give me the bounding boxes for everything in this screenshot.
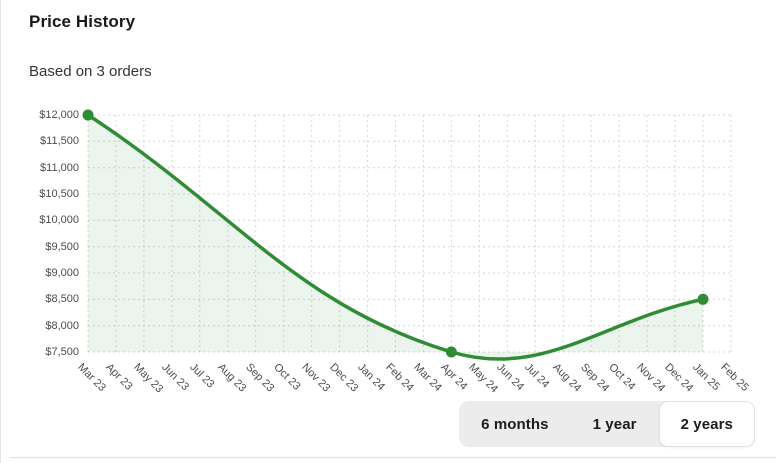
orders-subtitle: Based on 3 orders bbox=[29, 63, 152, 80]
card-bottom-divider bbox=[10, 457, 776, 458]
y-axis-label: $9,500 bbox=[45, 240, 79, 253]
data-point-marker[interactable] bbox=[697, 293, 709, 305]
y-axis-label: $11,000 bbox=[40, 161, 79, 174]
price-line bbox=[86, 113, 705, 361]
range-button-1-year[interactable]: 1 year bbox=[571, 401, 659, 447]
y-axis-label: $9,000 bbox=[45, 267, 79, 279]
price-history-chart[interactable]: $12,000 $11,500 $11,000 $10,500 $10,000 $9,50… bbox=[1, 0, 776, 410]
y-axis-label: $8,000 bbox=[45, 319, 79, 332]
y-axis-label: $7,500 bbox=[45, 346, 79, 358]
data-point-marker[interactable] bbox=[82, 109, 94, 121]
y-axis-label: $10,000 bbox=[39, 214, 79, 227]
y-axis-label: $12,000 bbox=[39, 109, 79, 121]
data-point-marker[interactable] bbox=[445, 346, 457, 358]
price-area-fill bbox=[88, 115, 703, 360]
range-button-6-months[interactable]: 6 months bbox=[459, 401, 570, 447]
y-axis-label: $11,500 bbox=[40, 135, 79, 148]
y-axis-label: $10,500 bbox=[39, 188, 79, 200]
y-axis-label: $8,500 bbox=[45, 293, 79, 306]
range-button-2-years[interactable]: 2 years bbox=[658, 401, 755, 447]
chart-canvas[interactable] bbox=[1, 0, 776, 410]
time-range-switcher: 6 months 1 year 2 years bbox=[459, 401, 755, 447]
page-title: Price History bbox=[29, 12, 136, 31]
